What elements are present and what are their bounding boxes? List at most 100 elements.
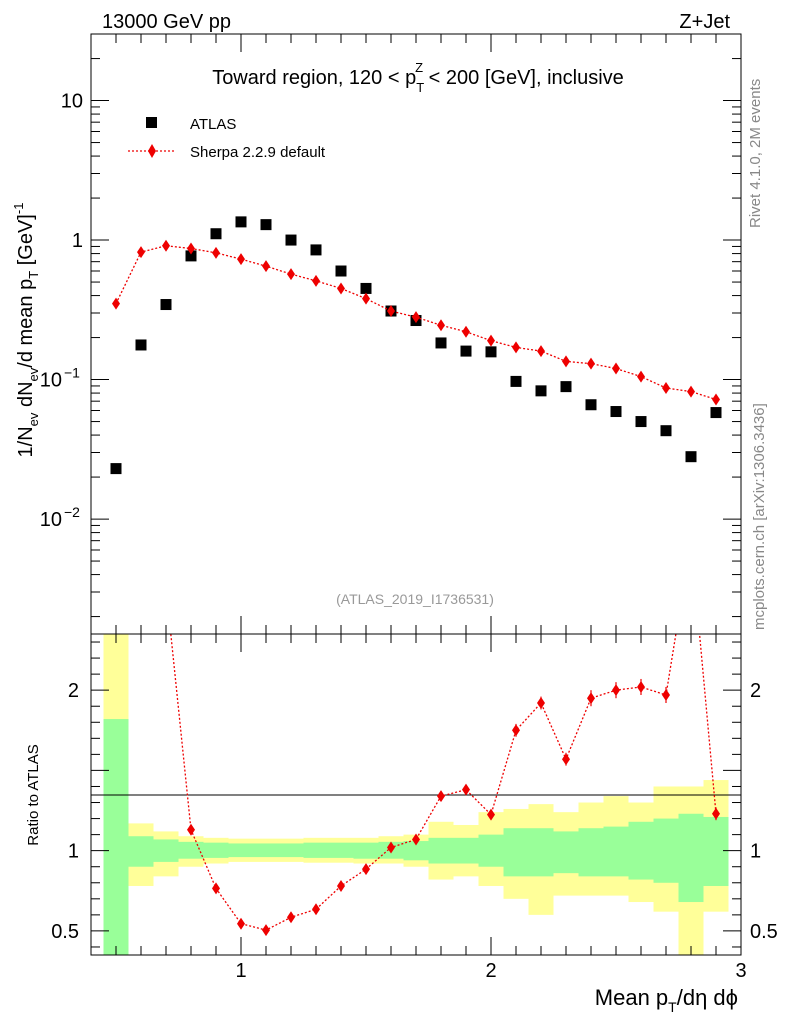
sherpa-point: [112, 297, 120, 310]
sherpa-point: [687, 385, 695, 398]
atlas-point: [585, 399, 597, 411]
ratio-point: [412, 833, 420, 846]
atlas-point: [235, 216, 247, 228]
sherpa-point: [362, 292, 370, 305]
ratio-point: [212, 882, 220, 895]
ratio-point: [162, 581, 170, 593]
atlas-point: [185, 250, 197, 262]
band-stat-bin: [403, 841, 429, 861]
sherpa-point: [312, 274, 320, 287]
sherpa-point: [412, 311, 420, 324]
band-stat-bin: [653, 818, 679, 883]
main-panel-title: Toward region, 120 < pTZ < 200 [GeV], in…: [212, 60, 624, 95]
atlas-point: [510, 375, 522, 387]
title-subscript: T: [416, 80, 424, 95]
ratio-point: [712, 807, 720, 820]
sherpa-point: [612, 362, 620, 375]
sherpa-point: [137, 246, 145, 259]
band-stat-bin: [703, 816, 729, 886]
band-stat-bin: [678, 813, 704, 903]
ratio-point: [537, 697, 545, 710]
main-y-tick-label: 1: [72, 230, 83, 252]
main-panel-frame: [90, 33, 742, 635]
ratio-point: [662, 688, 670, 701]
ratio-y-tick-label-right: 1: [750, 841, 761, 863]
atlas-point: [110, 463, 122, 475]
ratio-point: [612, 684, 620, 697]
atlas-point: [635, 416, 647, 428]
title-part-1: Toward region, 120 < p: [212, 67, 416, 89]
ratio-point: [462, 783, 470, 796]
band-stat-bin: [328, 842, 354, 858]
band-stat-bin: [603, 826, 629, 877]
ratio-series: [162, 581, 720, 937]
band-stat-bin: [628, 821, 654, 880]
title-superscript: Z: [415, 60, 423, 75]
process-label: Z+Jet: [679, 11, 730, 33]
ratio-point: [287, 911, 295, 924]
ratio-point: [587, 692, 595, 705]
band-stat-bin: [203, 842, 229, 858]
x-tick-label: 1: [235, 960, 246, 982]
ratio-point: [387, 841, 395, 854]
legend-atlas-label: ATLAS: [190, 116, 236, 133]
sherpa-point: [537, 345, 545, 358]
legend-atlas-marker: [146, 117, 157, 128]
ratio-line: [170, 634, 717, 931]
ratio-panel-frame: [90, 633, 742, 956]
band-stat-bin: [453, 837, 479, 864]
band-stat-bin: [553, 831, 579, 874]
main-series: [110, 216, 722, 475]
ratio-point: [637, 680, 645, 693]
legend-sherpa-label: Sherpa 2.2.9 default: [190, 144, 326, 161]
atlas-point: [335, 265, 347, 277]
band-stat-bin: [528, 828, 554, 877]
ratio-point: [237, 917, 245, 930]
atlas-point: [135, 339, 147, 351]
ratio-point: [312, 903, 320, 916]
atlas-point: [285, 234, 297, 246]
x-tick-label: 2: [485, 960, 496, 982]
sherpa-point: [662, 381, 670, 394]
legend-sherpa-marker: [148, 144, 156, 158]
ratio-point: [512, 724, 520, 737]
sherpa-point: [262, 260, 270, 273]
atlas-point: [460, 345, 472, 357]
sherpa-point: [287, 268, 295, 281]
ratio-uncertainty-bands: [103, 634, 729, 955]
band-stat-bin: [128, 836, 154, 867]
sherpa-point: [162, 239, 170, 252]
atlas-point: [160, 299, 172, 311]
ratio-y-tick-label-right: 2: [750, 680, 761, 702]
band-stat-bin: [353, 842, 379, 859]
main-y-tick-exponent: −1: [64, 365, 80, 381]
legend: ATLAS Sherpa 2.2.9 default: [128, 116, 326, 161]
band-stat-bin: [303, 842, 329, 858]
main-y-axis-label: 1/Nev dNev/d mean pT [GeV]-1: [11, 203, 41, 458]
ratio-y-tick-label: 1: [68, 841, 79, 863]
band-stat-bin: [253, 843, 279, 858]
sherpa-point: [212, 246, 220, 259]
ratio-point: [437, 790, 445, 803]
ratio-point: [562, 753, 570, 766]
main-y-tick-label: 10: [40, 370, 62, 392]
ratio-y-tick-label-right: 0.5: [750, 921, 778, 943]
ratio-point: [362, 863, 370, 876]
main-y-tick-label: 10: [40, 509, 62, 531]
mcplots-reference-label: mcplots.cern.ch [arXiv:1306.3436]: [751, 403, 768, 630]
analysis-id-watermark: (ATLAS_2019_I1736531): [336, 591, 494, 607]
band-stat-bin: [178, 841, 204, 859]
atlas-point: [485, 346, 497, 358]
sherpa-point: [512, 341, 520, 354]
sherpa-point: [562, 355, 570, 368]
band-stat-bin: [503, 828, 529, 877]
atlas-point: [535, 385, 547, 397]
x-tick-label: 3: [735, 960, 746, 982]
sherpa-point: [337, 282, 345, 295]
band-stat-bin: [428, 837, 454, 864]
band-stat-bin: [478, 834, 504, 867]
band-stat-bin: [578, 828, 604, 877]
ratio-point: [337, 879, 345, 892]
